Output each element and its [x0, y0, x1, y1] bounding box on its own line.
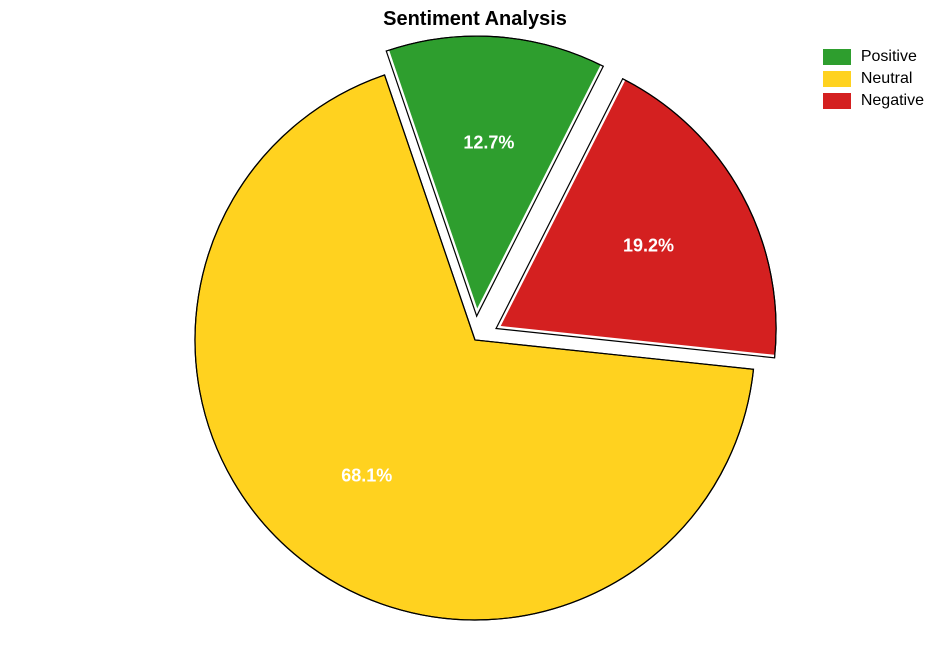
legend-item-negative: Negative — [823, 92, 924, 110]
legend-swatch-positive — [823, 49, 851, 65]
legend-swatch-neutral — [823, 71, 851, 87]
legend-item-neutral: Neutral — [823, 70, 924, 88]
legend-item-positive: Positive — [823, 48, 924, 66]
pie-label-neutral: 68.1% — [341, 465, 392, 486]
legend-label-positive: Positive — [861, 48, 917, 66]
pie-svg — [0, 0, 950, 662]
pie-chart: 19.2% 12.7% 68.1% — [0, 0, 950, 662]
legend: Positive Neutral Negative — [823, 48, 924, 114]
legend-label-neutral: Neutral — [861, 70, 913, 88]
legend-swatch-negative — [823, 93, 851, 109]
pie-label-negative: 19.2% — [623, 235, 674, 256]
pie-label-positive: 12.7% — [463, 132, 514, 153]
legend-label-negative: Negative — [861, 92, 924, 110]
